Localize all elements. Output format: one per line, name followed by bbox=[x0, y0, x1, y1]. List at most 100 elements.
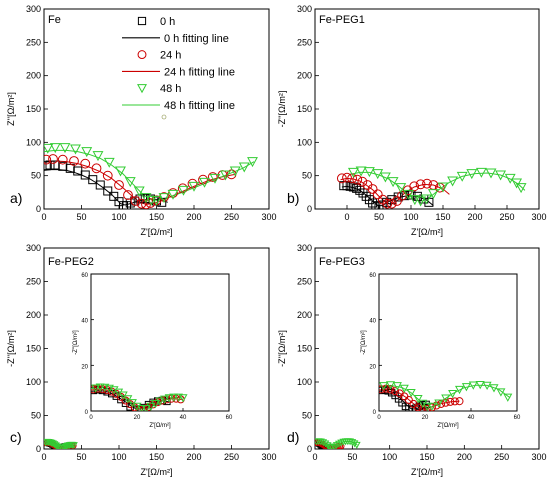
data-point-triangle bbox=[115, 166, 126, 177]
x-tick-label: 250 bbox=[224, 212, 239, 222]
y-tick-label: 300 bbox=[26, 243, 41, 253]
data-point-triangle bbox=[392, 382, 402, 391]
y-tick-label: 60 bbox=[369, 273, 376, 279]
x-tick-label: 100 bbox=[111, 452, 126, 462]
data-point-triangle bbox=[422, 402, 432, 411]
data-point-circle bbox=[392, 196, 402, 206]
data-point-circle bbox=[168, 188, 178, 198]
x-tick-label: 40 bbox=[180, 415, 187, 421]
data-point-triangle bbox=[124, 177, 136, 188]
data-point-triangle bbox=[137, 405, 147, 411]
x-tick-label: 20 bbox=[134, 415, 141, 421]
data-point-triangle bbox=[229, 166, 241, 177]
y-tick-label: 20 bbox=[81, 364, 88, 370]
y-tick-label: 40 bbox=[369, 319, 376, 325]
data-point-triangle bbox=[475, 381, 485, 390]
data-point-triangle bbox=[209, 173, 221, 184]
y-tick-label: 250 bbox=[297, 277, 312, 287]
data-point-triangle bbox=[437, 182, 449, 193]
x-axis-label: Z'[Ω/m²] bbox=[141, 227, 173, 237]
y-axis-label: -Z''[Ω/m²] bbox=[361, 330, 367, 355]
legend-label: 0 h bbox=[160, 16, 175, 28]
data-point-circle bbox=[141, 199, 151, 209]
panel-c: 0 50 100 150 200 250 300050100150200250300Z'[Ω… bbox=[6, 243, 277, 477]
data-point-triangle bbox=[59, 143, 71, 154]
x-tick-label: 20 bbox=[422, 415, 429, 421]
y-tick-label: 50 bbox=[31, 411, 41, 421]
legend: 0 h 0 h fitting line 24 h 24 h fitting line… bbox=[122, 16, 235, 112]
legend-label: 0 h fitting line bbox=[164, 33, 229, 45]
data-point-triangle bbox=[447, 176, 459, 187]
data-point-triangle bbox=[123, 395, 133, 404]
data-point-square bbox=[371, 201, 381, 209]
data-point-square bbox=[80, 170, 90, 180]
y-tick-label: 40 bbox=[81, 319, 88, 325]
y-tick-label: 0 bbox=[36, 204, 41, 214]
data-point-triangle bbox=[238, 162, 250, 173]
data-point-triangle bbox=[415, 196, 427, 207]
y-tick-label: 0 bbox=[307, 204, 312, 214]
data-point-square bbox=[364, 195, 374, 205]
x-tick-label: 300 bbox=[531, 212, 546, 222]
panel-letter: b) bbox=[287, 190, 299, 206]
data-point-circle bbox=[342, 172, 352, 183]
x-tick-label: 150 bbox=[419, 452, 434, 462]
data-point-triangle bbox=[482, 381, 492, 390]
y-axis-label: -Z''[Ω/m²] bbox=[277, 91, 287, 128]
data-point-circle bbox=[414, 403, 423, 411]
x-tick-label: 100 bbox=[111, 212, 126, 222]
data-point-square bbox=[45, 160, 55, 170]
data-point-circle bbox=[372, 189, 383, 200]
data-point-circle bbox=[455, 397, 464, 406]
x-axis-label: Z'[Ω/m²] bbox=[149, 423, 171, 429]
data-point-triangle bbox=[454, 385, 465, 395]
y-axis-label: Z''[Ω/m²] bbox=[6, 92, 16, 126]
data-point-triangle bbox=[515, 183, 527, 194]
data-point-triangle bbox=[466, 169, 478, 180]
y-tick-label: 300 bbox=[26, 4, 41, 14]
data-point-circle bbox=[382, 198, 393, 209]
data-point-triangle bbox=[387, 177, 399, 188]
y-tick-label: 150 bbox=[26, 104, 41, 114]
data-point-triangle bbox=[379, 382, 389, 391]
x-tick-label: 150 bbox=[149, 452, 164, 462]
data-point-circle bbox=[123, 190, 133, 200]
y-tick-label: 250 bbox=[26, 37, 41, 47]
data-point-triangle bbox=[399, 384, 409, 393]
y-tick-label: 100 bbox=[297, 377, 312, 387]
x-tick-label: 200 bbox=[467, 212, 482, 222]
x-tick-label: 60 bbox=[226, 415, 233, 421]
data-point-circle bbox=[441, 398, 450, 407]
y-tick-label: 0 bbox=[36, 444, 41, 454]
y-tick-label: 100 bbox=[26, 137, 41, 147]
x-tick-label: 200 bbox=[457, 452, 472, 462]
data-point-triangle bbox=[199, 177, 210, 188]
data-point-triangle bbox=[355, 166, 367, 177]
data-point-circle bbox=[415, 179, 426, 190]
legend-marker-square bbox=[137, 16, 147, 26]
x-tick-label: 0 bbox=[344, 212, 349, 222]
y-tick-label: 0 bbox=[85, 410, 89, 416]
data-point-triangle bbox=[178, 394, 188, 403]
data-point-triangle bbox=[59, 444, 68, 449]
y-axis-label: -Z''[Ω/m²] bbox=[6, 330, 16, 367]
panel-letter: c) bbox=[10, 429, 22, 445]
data-point-triangle bbox=[427, 402, 437, 411]
data-point-triangle bbox=[496, 388, 506, 397]
data-layer bbox=[315, 438, 361, 449]
data-point-triangle bbox=[420, 194, 432, 205]
x-axis-label: Z'[Ω/m²] bbox=[437, 423, 459, 429]
panel-a: 0 50 100 150 200 250 300 0 50 100 150 200 250 300 Z'[Ω… bbox=[6, 4, 277, 237]
data-point-circle bbox=[446, 397, 455, 406]
data-point-circle bbox=[114, 180, 124, 190]
legend-marker-triangle bbox=[137, 84, 147, 94]
y-tick-label: 200 bbox=[26, 310, 41, 320]
data-point-triangle bbox=[350, 440, 359, 448]
data-point-triangle bbox=[158, 193, 170, 204]
x-tick-label: 50 bbox=[374, 212, 384, 222]
legend-label: 48 h bbox=[160, 83, 181, 95]
data-point-triangle bbox=[468, 381, 478, 390]
data-point-circle bbox=[391, 387, 400, 396]
data-layer bbox=[44, 438, 78, 449]
data-point-triangle bbox=[188, 181, 200, 192]
